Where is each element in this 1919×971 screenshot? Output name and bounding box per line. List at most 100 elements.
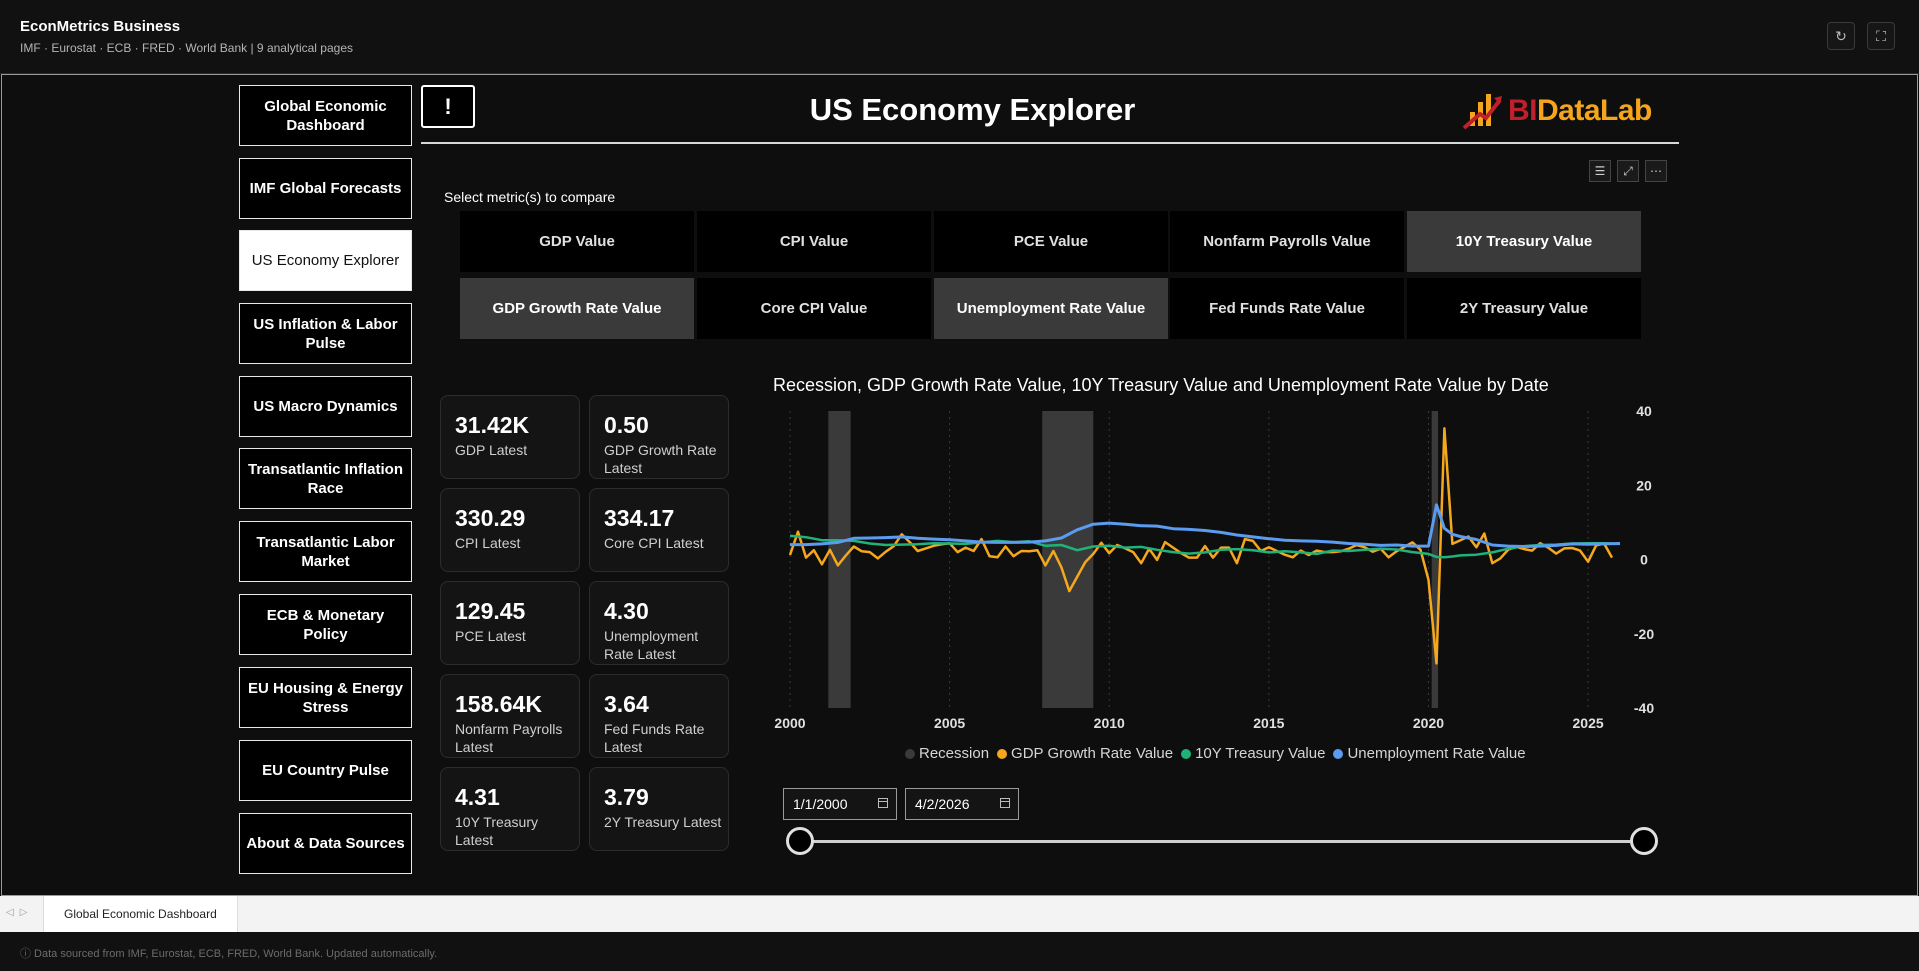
metric-gdp-value[interactable]: GDP Value	[460, 211, 694, 272]
kpi-value: 3.64	[604, 691, 649, 717]
metric-core-cpi-value[interactable]: Core CPI Value	[697, 278, 931, 339]
footer: ⓘ Data sourced from IMF, Eurostat, ECB, …	[0, 932, 1919, 971]
fullscreen-button[interactable]: ⛶	[1867, 22, 1895, 50]
date-range-end-handle[interactable]	[1630, 827, 1658, 855]
kpi-card-2y-treasury: 3.79 2Y Treasury Latest	[589, 767, 729, 851]
metric-nonfarm-payrolls-value[interactable]: Nonfarm Payrolls Value	[1170, 211, 1404, 272]
x-tick-label: 2020	[1413, 715, 1444, 731]
refresh-icon: ↻	[1835, 27, 1847, 44]
nav-transatlantic-labor-market[interactable]: Transatlantic Labor Market	[239, 521, 412, 582]
metric-pce-value[interactable]: PCE Value	[934, 211, 1168, 272]
y-tick-label: -40	[1634, 700, 1654, 716]
y-tick-label: 40	[1636, 403, 1652, 419]
page-tab-bar: ◁▷ Global Economic Dashboard	[0, 896, 1919, 932]
kpi-value: 158.64K	[455, 691, 542, 717]
slicer-label: Select metric(s) to compare	[444, 189, 616, 205]
logo-chart-icon	[1462, 94, 1502, 130]
kpi-value: 31.42K	[455, 412, 530, 438]
metric-fed-funds-rate-value[interactable]: Fed Funds Rate Value	[1170, 278, 1404, 339]
nav-us-inflation-labor-pulse[interactable]: US Inflation & Labor Pulse	[239, 303, 412, 364]
legend-label: Recession	[919, 745, 990, 762]
legend-item-unemployment[interactable]: Unemployment Rate Value	[1333, 745, 1526, 762]
kpi-value: 330.29	[455, 505, 526, 531]
nav-imf-global-forecasts[interactable]: IMF Global Forecasts	[239, 158, 412, 219]
nav-eu-housing-energy-stress[interactable]: EU Housing & Energy Stress	[239, 667, 412, 728]
kpi-label: 2Y Treasury Latest	[604, 814, 722, 830]
calendar-icon[interactable]	[878, 798, 888, 808]
date-range-slider-track[interactable]	[800, 840, 1644, 843]
nav-ecb-monetary-policy[interactable]: ECB & Monetary Policy	[239, 594, 412, 655]
kpi-card-unemployment-rate: 4.30 Unemployment Rate Latest	[589, 581, 729, 665]
x-tick-label: 2025	[1573, 715, 1604, 731]
more-options-button[interactable]: ⋯	[1645, 160, 1667, 182]
metric-2y-treasury-value[interactable]: 2Y Treasury Value	[1407, 278, 1641, 339]
kpi-label: 10Y Treasury Latest	[455, 814, 539, 848]
recession-band	[1042, 411, 1094, 708]
y-tick-label: 20	[1636, 477, 1652, 493]
info-button[interactable]: !	[421, 85, 475, 128]
more-options-icon: ⋯	[1650, 164, 1662, 178]
nav-us-economy-explorer[interactable]: US Economy Explorer	[239, 230, 412, 291]
10y-treasury-line	[789, 534, 1621, 559]
app-header: EconMetrics Business IMF · Eurostat · EC…	[0, 0, 1919, 74]
chart-title: Recession, GDP Growth Rate Value, 10Y Tr…	[773, 375, 1549, 395]
gdp-growth-rate-line	[788, 427, 1614, 665]
kpi-card-cpi: 330.29 CPI Latest	[440, 488, 580, 572]
bidatalab-logo: BIDataLab	[1460, 88, 1680, 134]
legend-item-10y-treasury[interactable]: 10Y Treasury Value	[1181, 745, 1325, 762]
legend-dot	[997, 748, 1008, 759]
y-tick-label: 0	[1640, 552, 1648, 568]
y-tick-label: -20	[1634, 626, 1654, 642]
kpi-card-core-cpi: 334.17 Core CPI Latest	[589, 488, 729, 572]
metric-10y-treasury-value[interactable]: 10Y Treasury Value	[1407, 211, 1641, 272]
x-tick-label: 2010	[1094, 715, 1125, 731]
kpi-card-fed-funds-rate: 3.64 Fed Funds Rate Latest	[589, 674, 729, 758]
kpi-value: 129.45	[455, 598, 526, 624]
unemployment-rate-line	[790, 503, 1621, 548]
kpi-card-gdp: 31.42K GDP Latest	[440, 395, 580, 479]
tab-global-economic-dashboard[interactable]: Global Economic Dashboard	[43, 896, 238, 932]
date-range-start-handle[interactable]	[786, 827, 814, 855]
focus-mode-button[interactable]: ⤢	[1617, 160, 1639, 182]
calendar-icon[interactable]	[1000, 798, 1010, 808]
recession-band	[828, 411, 851, 708]
nav-about-data-sources[interactable]: About & Data Sources	[239, 813, 412, 874]
title-divider	[421, 142, 1679, 144]
kpi-label: GDP Growth Rate Latest	[604, 442, 717, 476]
tab-scroll-arrows-icon[interactable]: ◁▷	[6, 907, 34, 918]
app-title: EconMetrics Business	[20, 18, 181, 35]
nav-us-macro-dynamics[interactable]: US Macro Dynamics	[239, 376, 412, 437]
chart-legend: Recession GDP Growth Rate Value 10Y Trea…	[905, 745, 1526, 762]
kpi-value: 4.31	[455, 784, 500, 810]
kpi-label: PCE Latest	[455, 628, 526, 644]
metric-cpi-value[interactable]: CPI Value	[697, 211, 931, 272]
x-tick-label: 2015	[1253, 715, 1284, 731]
focus-mode-icon: ⤢	[1623, 163, 1633, 178]
kpi-label: Core CPI Latest	[604, 535, 704, 551]
recession-band	[1431, 411, 1439, 708]
legend-dot	[905, 748, 915, 759]
kpi-label: Nonfarm Payrolls Latest	[455, 721, 563, 755]
nav-transatlantic-inflation-race[interactable]: Transatlantic Inflation Race	[239, 448, 412, 509]
nav-global-economic-dashboard[interactable]: Global Economic Dashboard	[239, 85, 412, 146]
refresh-button[interactable]: ↻	[1827, 22, 1855, 50]
metric-unemployment-rate-value[interactable]: Unemployment Rate Value	[934, 278, 1168, 339]
nav-eu-country-pulse[interactable]: EU Country Pulse	[239, 740, 412, 801]
start-date-input[interactable]: 1/1/2000	[783, 788, 897, 820]
line-chart[interactable]: 2000 2005 2010 2015 2020 2025 40 20 0 -20 -40	[760, 400, 1670, 732]
end-date-input[interactable]: 4/2/2026	[905, 788, 1019, 820]
kpi-card-pce: 129.45 PCE Latest	[440, 581, 580, 665]
filter-button[interactable]: ☰	[1589, 160, 1611, 182]
x-tick-label: 2005	[934, 715, 965, 731]
footer-text: ⓘ Data sourced from IMF, Eurostat, ECB, …	[20, 948, 438, 960]
legend-dot	[1181, 748, 1192, 759]
kpi-label: Fed Funds Rate Latest	[604, 721, 705, 755]
kpi-label: Unemployment Rate Latest	[604, 628, 699, 662]
legend-item-gdp-growth[interactable]: GDP Growth Rate Value	[997, 745, 1173, 762]
end-date-value: 4/2/2026	[915, 796, 970, 812]
logo-text: BIDataLab	[1508, 94, 1652, 128]
fullscreen-icon: ⛶	[1876, 27, 1886, 44]
metric-gdp-growth-rate-value[interactable]: GDP Growth Rate Value	[460, 278, 694, 339]
legend-item-recession[interactable]: Recession	[905, 745, 989, 762]
app-subtitle: IMF · Eurostat · ECB · FRED · World Bank…	[20, 41, 353, 55]
